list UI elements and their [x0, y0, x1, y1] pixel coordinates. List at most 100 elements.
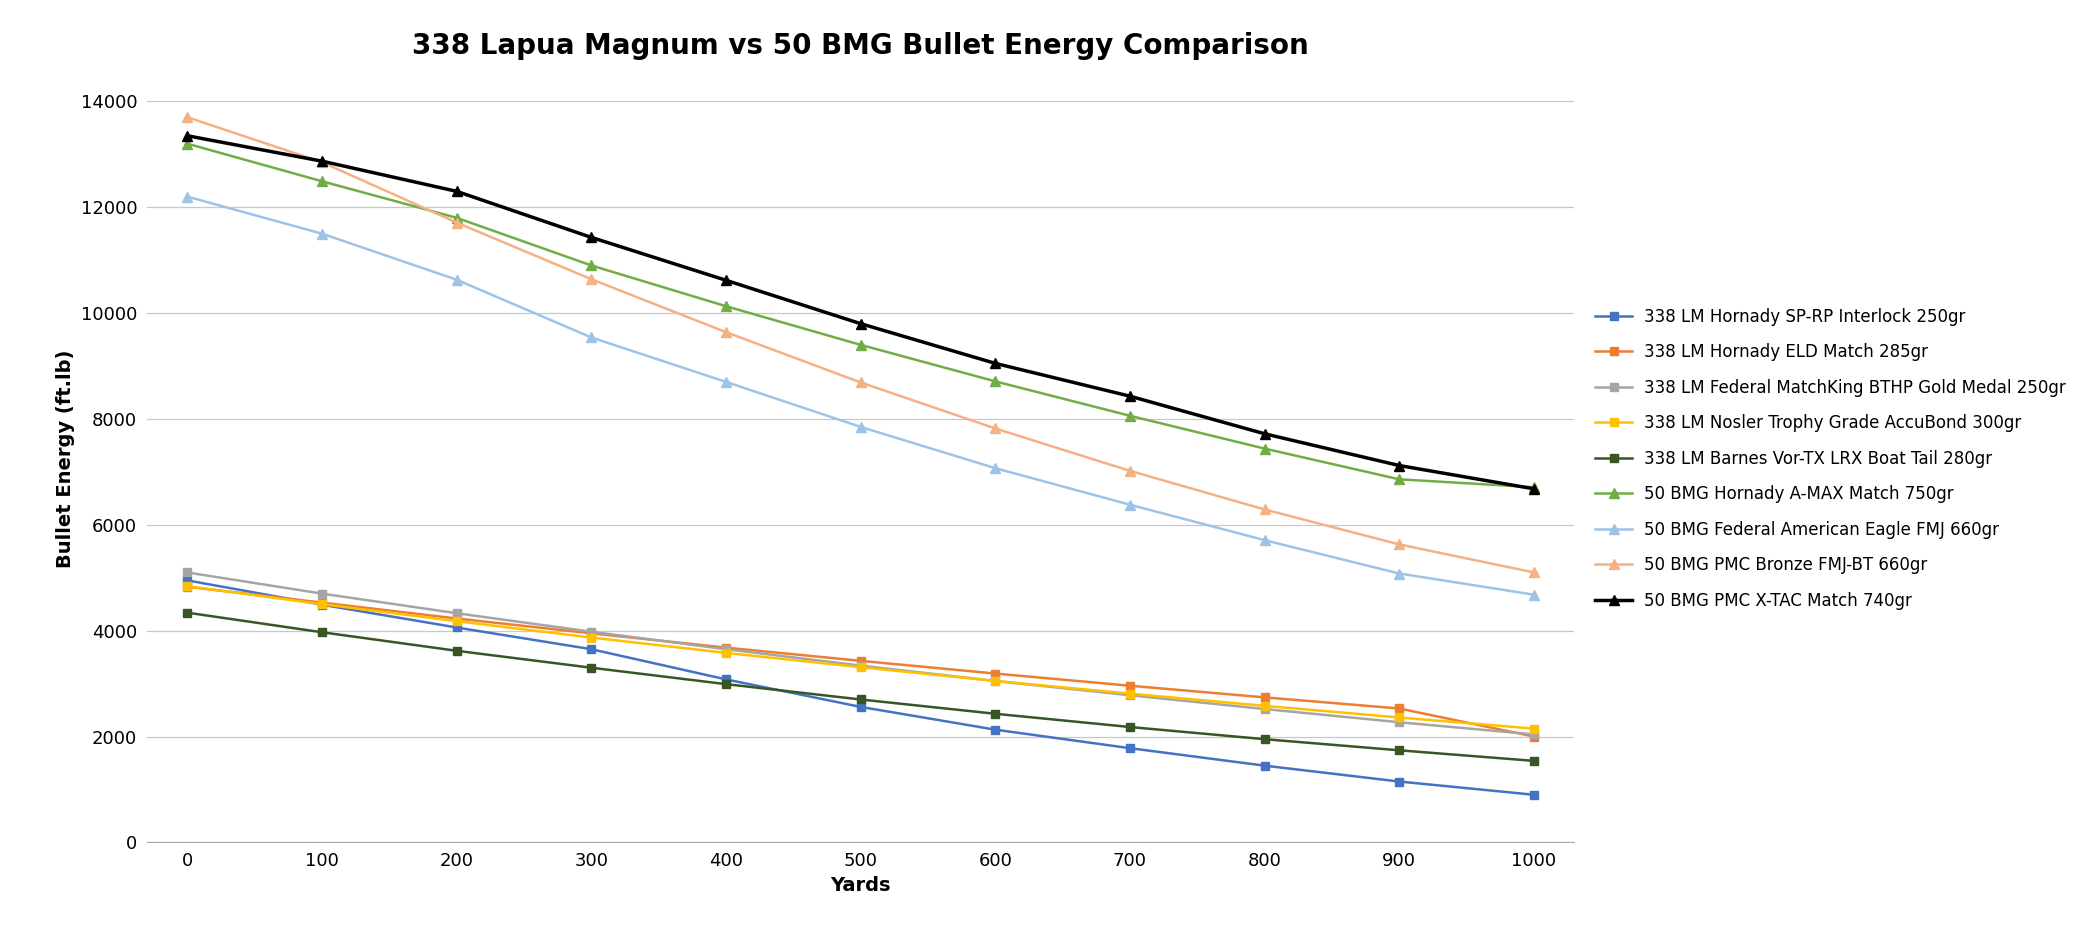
338 LM Hornady ELD Match 285gr: [1387, 703, 1413, 714]
50 BMG Hornady A-MAX Match 750gr: [714, 300, 739, 312]
50 BMG PMC Bronze FMJ-BT 660gr: [445, 217, 470, 228]
338 LM Federal MatchKing BTHP Gold Medal 250gr: [309, 588, 334, 599]
50 BMG PMC Bronze FMJ-BT 660gr: [1522, 567, 1547, 578]
338 LM Federal MatchKing BTHP Gold Medal 250gr: [1387, 717, 1413, 728]
338 LM Hornady ELD Match 285gr: [714, 642, 739, 653]
338 LM Hornady ELD Match 285gr: [1117, 680, 1142, 692]
50 BMG PMC Bronze FMJ-BT 660gr: [1387, 539, 1413, 550]
50 BMG PMC Bronze FMJ-BT 660gr: [309, 156, 334, 168]
338 LM Federal MatchKing BTHP Gold Medal 250gr: [848, 660, 873, 671]
338 LM Hornady SP-RP Interlock 250gr: [1387, 776, 1413, 787]
338 LM Nosler Trophy Grade AccuBond 300gr: [445, 616, 470, 627]
338 LM Hornady SP-RP Interlock 250gr: [982, 724, 1008, 736]
338 LM Hornady ELD Match 285gr: [174, 581, 199, 592]
50 BMG PMC Bronze FMJ-BT 660gr: [174, 111, 199, 123]
50 BMG PMC X-TAC Match 740gr: [579, 232, 605, 243]
338 LM Nosler Trophy Grade AccuBond 300gr: [309, 599, 334, 610]
338 LM Barnes Vor-TX LRX Boat Tail 280gr: [579, 662, 605, 673]
50 BMG Hornady A-MAX Match 750gr: [309, 176, 334, 187]
338 LM Barnes Vor-TX LRX Boat Tail 280gr: [848, 694, 873, 705]
Line: 50 BMG PMC Bronze FMJ-BT 660gr: 50 BMG PMC Bronze FMJ-BT 660gr: [183, 112, 1539, 578]
50 BMG Federal American Eagle FMJ 660gr: [445, 274, 470, 285]
338 LM Nosler Trophy Grade AccuBond 300gr: [714, 648, 739, 659]
338 LM Barnes Vor-TX LRX Boat Tail 280gr: [309, 626, 334, 637]
338 LM Hornady ELD Match 285gr: [579, 628, 605, 639]
338 LM Hornady SP-RP Interlock 250gr: [1251, 760, 1276, 771]
X-axis label: Yards: Yards: [831, 876, 890, 895]
338 LM Hornady SP-RP Interlock 250gr: [579, 644, 605, 655]
338 LM Federal MatchKing BTHP Gold Medal 250gr: [579, 626, 605, 637]
Line: 338 LM Federal MatchKing BTHP Gold Medal 250gr: 338 LM Federal MatchKing BTHP Gold Medal…: [183, 568, 1539, 739]
50 BMG PMC X-TAC Match 740gr: [1522, 483, 1547, 494]
50 BMG PMC X-TAC Match 740gr: [982, 358, 1008, 369]
50 BMG PMC X-TAC Match 740gr: [309, 155, 334, 167]
50 BMG Federal American Eagle FMJ 660gr: [848, 421, 873, 432]
338 LM Barnes Vor-TX LRX Boat Tail 280gr: [1522, 755, 1547, 767]
50 BMG Federal American Eagle FMJ 660gr: [309, 228, 334, 240]
Line: 50 BMG PMC X-TAC Match 740gr: 50 BMG PMC X-TAC Match 740gr: [183, 131, 1539, 493]
338 LM Barnes Vor-TX LRX Boat Tail 280gr: [714, 679, 739, 690]
50 BMG PMC Bronze FMJ-BT 660gr: [982, 423, 1008, 434]
50 BMG PMC Bronze FMJ-BT 660gr: [579, 273, 605, 285]
Line: 338 LM Nosler Trophy Grade AccuBond 300gr: 338 LM Nosler Trophy Grade AccuBond 300g…: [183, 582, 1539, 733]
338 LM Hornady SP-RP Interlock 250gr: [445, 622, 470, 633]
50 BMG Hornady A-MAX Match 750gr: [174, 139, 199, 150]
50 BMG PMC Bronze FMJ-BT 660gr: [1117, 465, 1142, 476]
50 BMG Federal American Eagle FMJ 660gr: [714, 376, 739, 388]
338 LM Hornady ELD Match 285gr: [445, 613, 470, 624]
338 LM Nosler Trophy Grade AccuBond 300gr: [1522, 723, 1547, 734]
50 BMG Hornady A-MAX Match 750gr: [1522, 482, 1547, 493]
50 BMG PMC X-TAC Match 740gr: [848, 318, 873, 329]
338 LM Hornady ELD Match 285gr: [848, 655, 873, 666]
Legend: 338 LM Hornady SP-RP Interlock 250gr, 338 LM Hornady ELD Match 285gr, 338 LM Fed: 338 LM Hornady SP-RP Interlock 250gr, 33…: [1589, 301, 2072, 616]
338 LM Federal MatchKing BTHP Gold Medal 250gr: [982, 676, 1008, 687]
50 BMG Hornady A-MAX Match 750gr: [848, 339, 873, 350]
338 LM Hornady ELD Match 285gr: [309, 597, 334, 608]
50 BMG PMC Bronze FMJ-BT 660gr: [848, 377, 873, 388]
338 LM Barnes Vor-TX LRX Boat Tail 280gr: [1387, 745, 1413, 756]
338 LM Nosler Trophy Grade AccuBond 300gr: [174, 580, 199, 592]
50 BMG Hornady A-MAX Match 750gr: [1387, 474, 1413, 485]
338 LM Nosler Trophy Grade AccuBond 300gr: [982, 676, 1008, 687]
338 LM Federal MatchKing BTHP Gold Medal 250gr: [445, 607, 470, 619]
338 LM Barnes Vor-TX LRX Boat Tail 280gr: [174, 607, 199, 619]
338 LM Hornady SP-RP Interlock 250gr: [714, 674, 739, 685]
338 LM Hornady SP-RP Interlock 250gr: [1117, 742, 1142, 753]
50 BMG Federal American Eagle FMJ 660gr: [1387, 568, 1413, 579]
50 BMG PMC X-TAC Match 740gr: [1251, 428, 1276, 439]
338 LM Barnes Vor-TX LRX Boat Tail 280gr: [1251, 734, 1276, 745]
338 LM Federal MatchKing BTHP Gold Medal 250gr: [714, 644, 739, 655]
338 LM Nosler Trophy Grade AccuBond 300gr: [1117, 688, 1142, 699]
338 LM Barnes Vor-TX LRX Boat Tail 280gr: [1117, 722, 1142, 733]
338 LM Hornady ELD Match 285gr: [982, 668, 1008, 680]
50 BMG Federal American Eagle FMJ 660gr: [1117, 499, 1142, 510]
338 LM Nosler Trophy Grade AccuBond 300gr: [1387, 712, 1413, 724]
Line: 338 LM Barnes Vor-TX LRX Boat Tail 280gr: 338 LM Barnes Vor-TX LRX Boat Tail 280gr: [183, 608, 1539, 765]
338 LM Barnes Vor-TX LRX Boat Tail 280gr: [445, 645, 470, 656]
50 BMG PMC X-TAC Match 740gr: [1387, 460, 1413, 471]
338 LM Nosler Trophy Grade AccuBond 300gr: [848, 662, 873, 673]
Y-axis label: Bullet Energy (ft.lb): Bullet Energy (ft.lb): [57, 349, 76, 568]
Line: 338 LM Hornady SP-RP Interlock 250gr: 338 LM Hornady SP-RP Interlock 250gr: [183, 577, 1539, 799]
50 BMG Federal American Eagle FMJ 660gr: [1251, 534, 1276, 546]
50 BMG Hornady A-MAX Match 750gr: [445, 212, 470, 224]
338 LM Federal MatchKing BTHP Gold Medal 250gr: [1251, 703, 1276, 714]
Line: 338 LM Hornady ELD Match 285gr: 338 LM Hornady ELD Match 285gr: [183, 582, 1539, 740]
338 LM Hornady ELD Match 285gr: [1251, 692, 1276, 703]
50 BMG Hornady A-MAX Match 750gr: [982, 375, 1008, 387]
50 BMG Federal American Eagle FMJ 660gr: [1522, 589, 1547, 600]
338 LM Hornady ELD Match 285gr: [1522, 731, 1547, 742]
338 LM Federal MatchKing BTHP Gold Medal 250gr: [1117, 690, 1142, 701]
50 BMG Hornady A-MAX Match 750gr: [579, 260, 605, 271]
50 BMG Hornady A-MAX Match 750gr: [1117, 410, 1142, 421]
50 BMG Federal American Eagle FMJ 660gr: [174, 191, 199, 202]
338 LM Federal MatchKing BTHP Gold Medal 250gr: [1522, 729, 1547, 740]
50 BMG PMC Bronze FMJ-BT 660gr: [714, 327, 739, 338]
338 LM Nosler Trophy Grade AccuBond 300gr: [1251, 700, 1276, 711]
338 LM Nosler Trophy Grade AccuBond 300gr: [579, 632, 605, 643]
50 BMG PMC X-TAC Match 740gr: [174, 130, 199, 141]
338 LM Hornady SP-RP Interlock 250gr: [174, 575, 199, 586]
Title: 338 Lapua Magnum vs 50 BMG Bullet Energy Comparison: 338 Lapua Magnum vs 50 BMG Bullet Energy…: [411, 32, 1310, 60]
50 BMG Federal American Eagle FMJ 660gr: [982, 462, 1008, 474]
50 BMG Federal American Eagle FMJ 660gr: [579, 331, 605, 343]
